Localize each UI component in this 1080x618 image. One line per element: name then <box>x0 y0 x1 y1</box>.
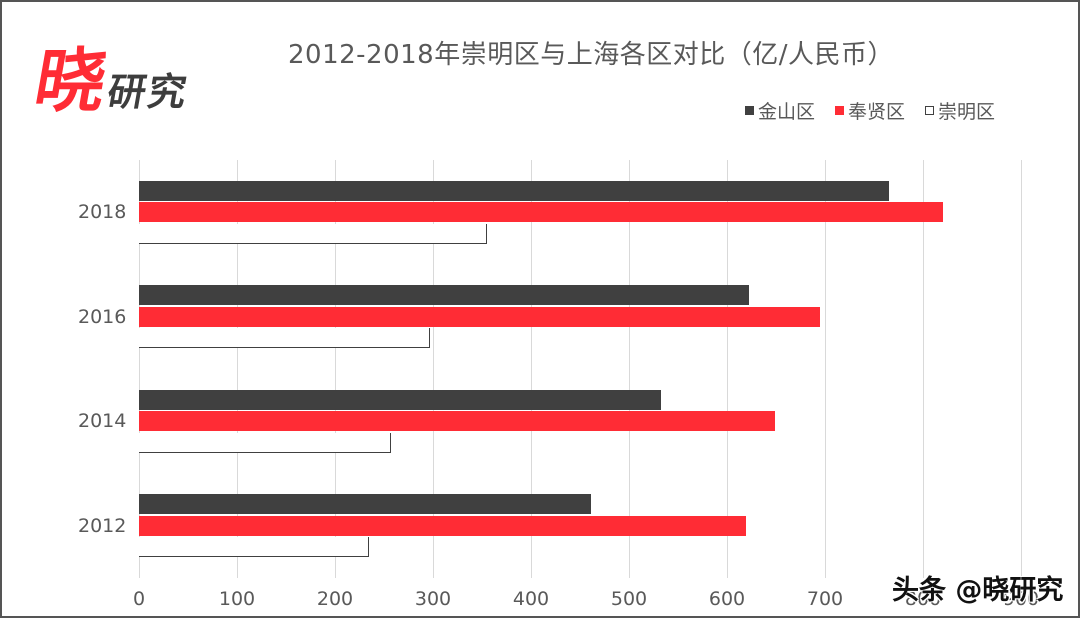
gridline <box>335 160 336 578</box>
bar-2012-2 <box>139 537 370 558</box>
gridline <box>237 160 238 578</box>
bar-2012-0 <box>139 494 591 515</box>
x-tick-label: 200 <box>316 588 354 610</box>
plot-area <box>139 160 1022 578</box>
y-tick-label: 2018 <box>78 201 127 224</box>
legend-swatch-chongming-icon <box>925 106 935 115</box>
gridline <box>923 160 924 578</box>
x-tick-label: 500 <box>610 588 648 610</box>
bar-2016-0 <box>139 285 749 306</box>
x-tick-label: 300 <box>414 588 452 610</box>
y-tick-label: 2014 <box>78 410 127 433</box>
chart-title: 2012-2018年崇明区与上海各区对比（亿/人民币） <box>288 40 894 70</box>
bar-2014-2 <box>139 432 391 453</box>
gridline <box>825 160 826 578</box>
gridline <box>727 160 728 578</box>
logo-sub-text: 研究 <box>104 70 192 114</box>
x-tick-label: 0 <box>132 588 146 610</box>
bar-2018-2 <box>139 223 487 244</box>
bar-2016-2 <box>139 328 431 349</box>
x-tick-label: 100 <box>218 588 256 610</box>
y-tick-label: 2012 <box>78 514 127 537</box>
bar-2018-1 <box>139 202 943 223</box>
legend-swatch-fengxian-icon <box>835 106 845 115</box>
bar-2016-1 <box>139 306 821 327</box>
bar-2014-1 <box>139 411 776 432</box>
legend-label: 奉贤区 <box>848 101 906 123</box>
chart-legend: 金山区 奉贤区 崇明区 <box>745 97 995 124</box>
gridline <box>531 160 532 578</box>
gridline <box>139 160 140 578</box>
bar-2012-1 <box>139 515 746 536</box>
gridline <box>629 160 630 578</box>
brand-logo: 晓 研究 <box>29 38 192 122</box>
legend-swatch-jinshan-icon <box>745 106 754 115</box>
gridline <box>1021 160 1022 578</box>
bar-2014-0 <box>139 389 662 410</box>
gridline <box>433 160 434 578</box>
x-tick-label: 800 <box>904 588 942 610</box>
logo-main-char: 晓 <box>28 40 112 122</box>
legend-label: 崇明区 <box>938 101 996 123</box>
x-tick-label: 600 <box>708 588 746 610</box>
watermark: 头条 @晓研究 <box>892 575 1064 606</box>
legend-label: 金山区 <box>758 101 816 123</box>
y-tick-label: 2016 <box>78 305 127 328</box>
legend-item-chongming: 崇明区 <box>925 97 995 124</box>
x-tick-label: 400 <box>512 588 550 610</box>
x-tick-label: 700 <box>806 588 844 610</box>
legend-item-fengxian: 奉贤区 <box>835 97 905 124</box>
x-tick-label: 900 <box>1002 588 1040 610</box>
bar-2018-0 <box>139 180 889 201</box>
legend-item-jinshan: 金山区 <box>745 97 815 124</box>
